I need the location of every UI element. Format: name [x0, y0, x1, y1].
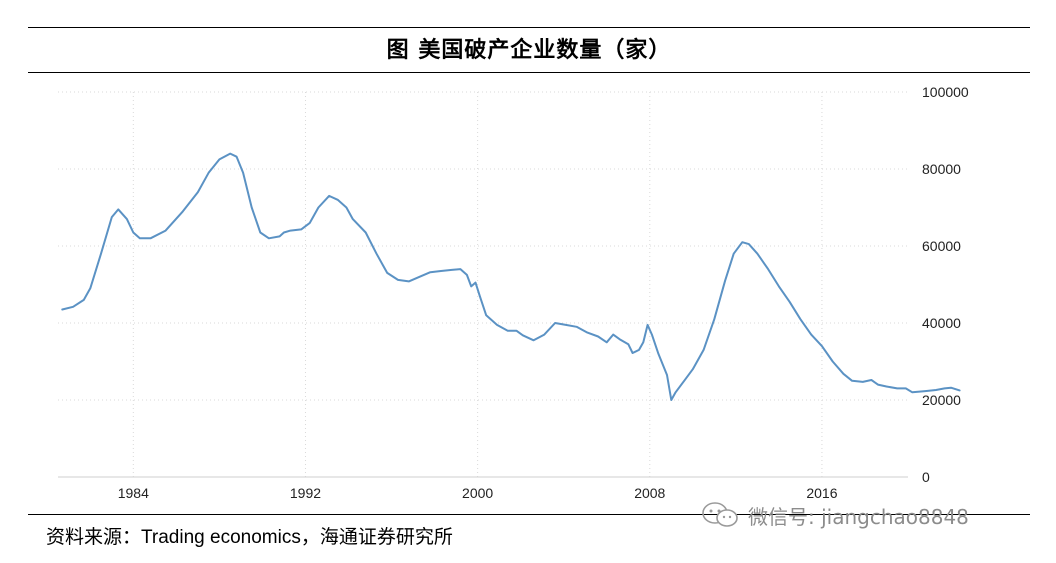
series-line: [61, 152, 961, 401]
watermark: 微信号: jiangchao8848: [700, 498, 969, 532]
y-tick-label: 0: [922, 469, 930, 485]
y-tick-label: 40000: [922, 315, 961, 331]
source-prefix: 资料来源：: [46, 526, 142, 548]
chart-title: 图 美国破产企业数量（家）: [386, 37, 672, 63]
x-tick-label: 2008: [634, 485, 665, 501]
wechat-icon: [702, 502, 738, 527]
x-tick-label: 2016: [806, 485, 837, 501]
source-name: Trading economics: [141, 527, 301, 548]
title-rule: [28, 72, 1030, 73]
line-chart: 0 20000 40000 60000 80000 100000 1984 1992 2000 2…: [58, 84, 969, 501]
y-tick-label: 100000: [922, 84, 969, 100]
source-suffix: ，海通证券研究所: [300, 526, 453, 548]
x-tick-label: 2000: [462, 485, 493, 501]
y-tick-label: 60000: [922, 238, 961, 254]
y-tick-label: 80000: [922, 161, 961, 177]
bottom-rule: [28, 514, 1030, 515]
x-tick-label: 1984: [118, 485, 149, 501]
y-tick-label: 20000: [922, 392, 961, 408]
x-tick-label: 1992: [290, 485, 321, 501]
top-rule: [28, 27, 1030, 28]
watermark-text: 微信号: jiangchao8848: [748, 504, 969, 529]
source-note: 资料来源：Trading economics，海通证券研究所: [46, 522, 453, 549]
